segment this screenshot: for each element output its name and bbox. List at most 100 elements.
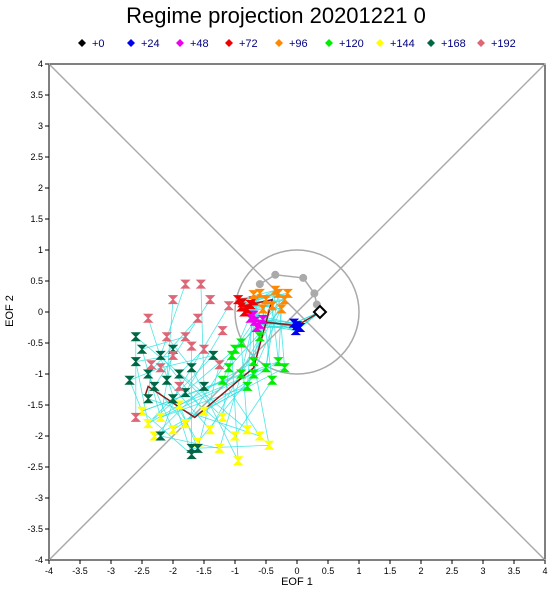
- data-point: [142, 419, 154, 429]
- data-point: [180, 332, 191, 342]
- data-point: [242, 425, 253, 435]
- data-point: [214, 360, 225, 370]
- x-tick-label: -1.5: [196, 566, 212, 576]
- plot-area: [48, 63, 546, 561]
- y-tick-label: 2.5: [30, 152, 43, 162]
- data-point: [155, 412, 166, 422]
- data-point: [254, 332, 266, 342]
- y-tick-label: 3.5: [30, 90, 43, 100]
- legend-label: +120: [339, 38, 364, 50]
- ensemble-member-line: [135, 292, 321, 431]
- data-point: [266, 301, 278, 311]
- data-point: [192, 313, 204, 323]
- data-point: [149, 431, 160, 441]
- data-point: [155, 363, 166, 373]
- data-point: [242, 381, 253, 391]
- data-point: [173, 369, 185, 379]
- x-tick-label: 2.5: [446, 566, 459, 576]
- data-point: [186, 363, 197, 373]
- data-point: [173, 381, 185, 391]
- y-tick-label: 3: [38, 121, 43, 131]
- legend-marker: [127, 39, 135, 47]
- y-tick-label: -3: [35, 493, 43, 503]
- data-point: [204, 425, 216, 435]
- analysis-track-point: [299, 273, 308, 282]
- ensemble-member-line: [154, 284, 321, 437]
- x-tick-label: 0: [294, 566, 299, 576]
- data-point: [248, 357, 259, 367]
- y-tick-label: -4: [35, 555, 43, 565]
- data-point: [155, 431, 166, 441]
- analysis-track-point: [271, 270, 280, 279]
- series-4-points: [248, 285, 293, 314]
- data-point: [186, 450, 197, 460]
- y-tick-label: 2: [38, 183, 43, 193]
- data-point: [130, 412, 142, 422]
- legend-marker: [325, 39, 333, 47]
- analysis-track-point: [310, 289, 319, 298]
- x-tick-label: 0.5: [322, 566, 335, 576]
- data-point: [161, 332, 173, 342]
- legend-label: +24: [141, 38, 160, 50]
- data-point: [198, 406, 210, 416]
- legend-label: +96: [289, 38, 308, 50]
- y-tick-label: 0: [38, 307, 43, 317]
- data-point: [217, 412, 228, 422]
- x-tick-label: 4: [542, 566, 547, 576]
- data-point: [167, 425, 179, 435]
- data-point: [223, 301, 235, 311]
- data-point: [254, 431, 266, 441]
- data-point: [136, 344, 148, 354]
- x-tick-label: -4: [45, 566, 53, 576]
- x-axis-label: EOF 1: [281, 576, 313, 588]
- legend-label: +144: [390, 38, 415, 50]
- mean-track-line: [144, 298, 321, 419]
- x-tick-label: 3: [480, 566, 485, 576]
- x-tick-label: 3.5: [508, 566, 521, 576]
- data-point: [263, 440, 275, 450]
- x-tick-label: -0.5: [258, 566, 274, 576]
- legend-marker: [477, 39, 485, 47]
- data-point: [204, 295, 216, 305]
- analysis-track-point: [255, 280, 264, 289]
- x-tick-label: -3: [107, 566, 115, 576]
- legend-marker: [275, 39, 283, 47]
- x-axis: -4 -3.5 -3 -2.5 -2 -1.5 -1 -0.5 0 0.5 1 1.5 2 2.5 3 3.5…: [45, 560, 548, 576]
- data-point: [257, 304, 269, 314]
- data-point: [235, 338, 247, 348]
- data-point: [270, 285, 281, 295]
- reference-circle: [234, 249, 360, 375]
- series-5-points: [217, 332, 290, 391]
- data-point: [217, 375, 228, 385]
- data-point: [266, 375, 278, 385]
- data-point: [130, 332, 142, 342]
- data-point: [288, 318, 300, 328]
- data-point: [282, 288, 293, 298]
- legend-marker: [427, 39, 435, 47]
- data-point: [167, 295, 179, 305]
- legend-marker: [376, 39, 384, 47]
- data-point: [208, 350, 219, 360]
- y-tick-label: -2: [35, 431, 43, 441]
- data-point: [161, 375, 173, 385]
- legend-marker: [78, 39, 86, 47]
- data-point: [180, 419, 191, 429]
- y-tick-label: -1: [35, 369, 43, 379]
- series-1-points: [288, 318, 306, 336]
- y-axis-label: EOF 2: [4, 295, 16, 327]
- y-tick-label: -0.5: [27, 338, 43, 348]
- legend-label: +48: [190, 38, 209, 50]
- data-point: [167, 394, 179, 404]
- x-tick-label: 1: [356, 566, 361, 576]
- data-point: [146, 360, 157, 370]
- y-tick-label: 0.5: [30, 276, 43, 286]
- legend-label: +0: [92, 38, 105, 50]
- data-point: [217, 326, 228, 336]
- x-tick-label: 1.5: [384, 566, 397, 576]
- data-point: [142, 369, 154, 379]
- series-8-points: [130, 279, 235, 422]
- y-tick-label: -3.5: [27, 524, 43, 534]
- x-tick-label: -2: [169, 566, 177, 576]
- data-point: [142, 313, 154, 323]
